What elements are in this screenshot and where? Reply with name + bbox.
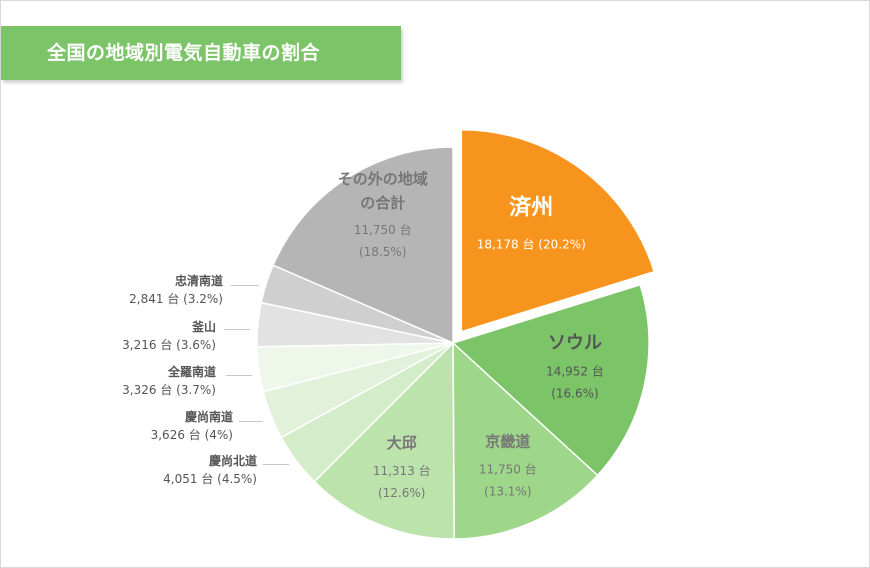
slice-value-daegu: 11,313 台 [373, 463, 431, 478]
slice-value-jeonnam: 3,326 台 (3.7%) [122, 383, 216, 397]
leader-line-jeonnam [226, 375, 252, 376]
label-busan: 釜山 3,216 台 (3.6%) [16, 319, 216, 354]
leader-line-gyeongbuk [263, 464, 289, 465]
slice-value-gyeonggi: 11,750 台 [479, 461, 537, 476]
pie-slice-gyeonggi [452, 341, 599, 540]
label-chungnam: 忠清南道 2,841 台 (3.2%) [23, 273, 223, 308]
pie-slice-jeju [460, 128, 656, 333]
slice-name-others: その外の地域 [338, 170, 428, 188]
title-banner: 全国の地域別電気自動車の割合 [1, 26, 401, 80]
pie-slice-daegu [313, 341, 455, 540]
leader-line-chungnam [231, 285, 259, 286]
slice-name-busan: 釜山 [191, 320, 216, 334]
slice-name-gyeonggi: 京畿道 [485, 432, 530, 450]
slice-name-jeju: 済州 [509, 195, 553, 221]
slice-percent-others: (18.5%) [359, 245, 406, 259]
slice-name-chungnam: 忠清南道 [174, 274, 223, 288]
slice-name-daegu: 大邱 [387, 434, 417, 452]
slice-value-gyeongbuk: 4,051 台 (4.5%) [163, 472, 257, 486]
pie-slice-others [272, 146, 454, 345]
slice-percent-seoul: (16.6%) [551, 386, 598, 400]
slice-name-others-line2: の合計 [360, 194, 405, 212]
slice-value-seoul: 14,952 台 [546, 363, 604, 378]
label-gyeongbuk: 慶尚北道 4,051 台 (4.5%) [57, 453, 257, 488]
slice-value-chungnam: 2,841 台 (3.2%) [129, 292, 223, 306]
leader-line-gyeongnam [239, 421, 263, 422]
slice-value-gyeongnam: 3,626 台 (4%) [150, 428, 233, 442]
label-gyeongnam: 慶尚南道 3,626 台 (4%) [33, 409, 233, 444]
slice-value-others: 11,750 台 [354, 222, 412, 237]
slice-name-seoul: ソウル [548, 332, 602, 353]
chart-title: 全国の地域別電気自動車の割合 [47, 42, 321, 64]
slice-name-jeonnam: 全羅南道 [167, 365, 216, 379]
slice-name-gyeongnam: 慶尚南道 [184, 410, 233, 424]
label-jeonnam: 全羅南道 3,326 台 (3.7%) [16, 364, 216, 399]
slice-value-jeju: 18,178 台 (20.2%) [477, 237, 586, 252]
leader-line-busan [224, 329, 250, 330]
slice-name-gyeongbuk: 慶尚北道 [208, 454, 257, 468]
pie-slice-seoul [451, 283, 650, 477]
slice-percent-gyeonggi: (13.1%) [484, 484, 531, 498]
slice-percent-daegu: (12.6%) [378, 486, 425, 500]
slice-value-busan: 3,216 台 (3.6%) [122, 338, 216, 352]
